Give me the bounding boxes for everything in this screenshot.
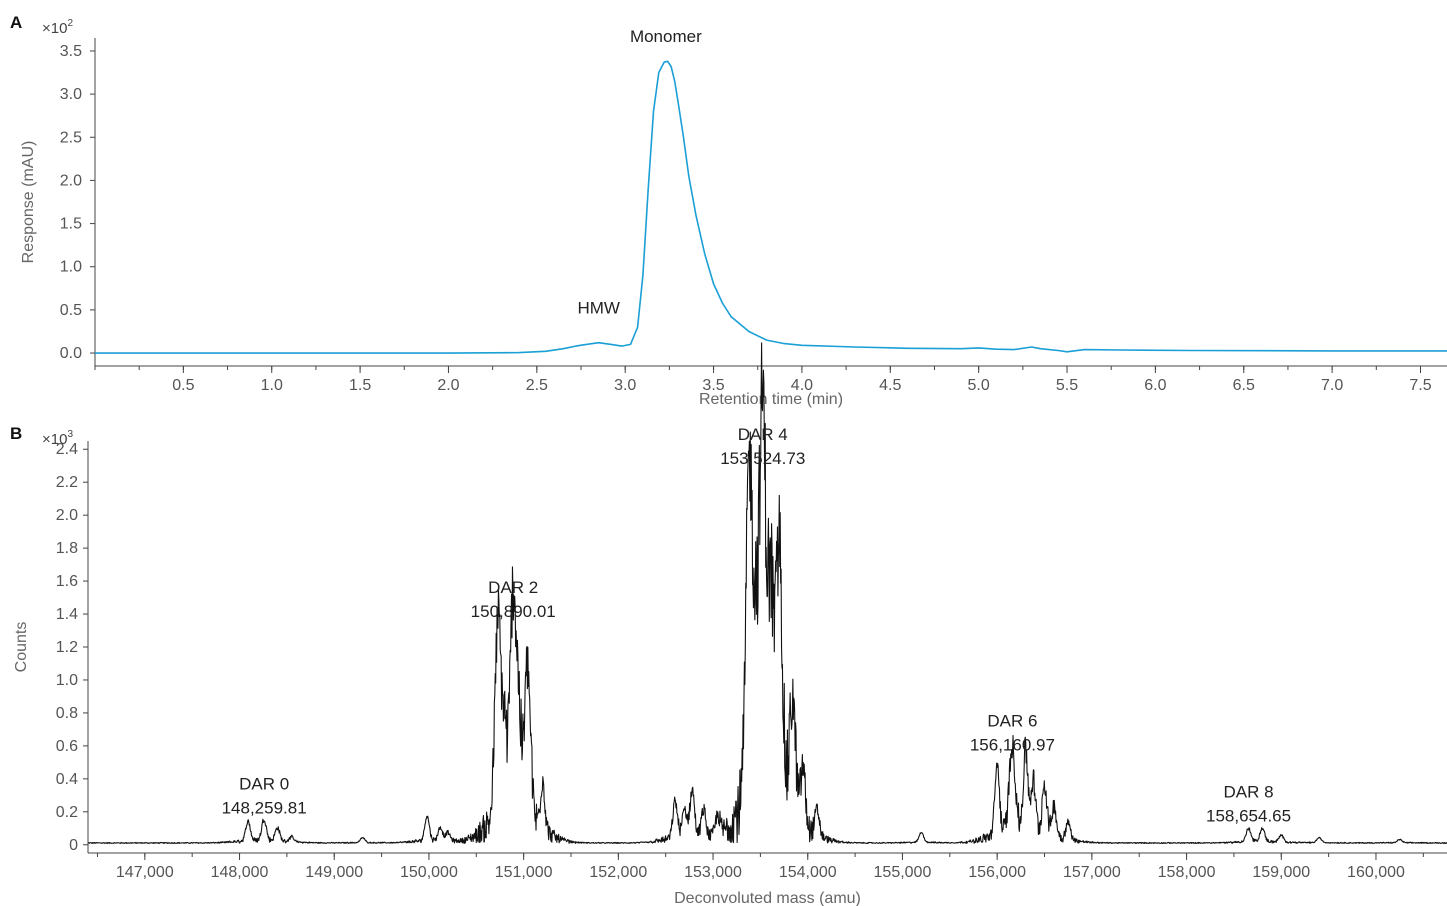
peak-annotation: DAR 4: [738, 425, 788, 444]
y-tick-label: 0.5: [60, 302, 82, 319]
panel-a-chart: A ×102 0.0 0.5 1.0 1.5 2.0 2.5 3.0 3.5 0.5 1.0 1.5 2.…: [10, 13, 1447, 408]
y-tick-label: 2.5: [60, 129, 82, 146]
x-tick-label: 7.0: [1321, 377, 1343, 394]
x-tick-label: 158,000: [1158, 864, 1216, 881]
x-tick-label: 7.5: [1409, 377, 1431, 394]
y-tick-label: 0.2: [56, 804, 78, 821]
x-tick-label: 6.0: [1144, 377, 1166, 394]
x-tick-label: 2.5: [526, 377, 548, 394]
x-tick-label: 0.5: [172, 377, 194, 394]
x-tick-label: 1.0: [261, 377, 283, 394]
x-axis-title: Deconvoluted mass (amu): [674, 890, 861, 906]
peak-annotation: 158,654.65: [1206, 807, 1291, 826]
peak-annotation: HMW: [577, 299, 619, 318]
y-multiplier-label: ×102: [42, 18, 73, 37]
peak-annotation: DAR 8: [1224, 783, 1274, 802]
panel-letter: B: [10, 424, 22, 443]
x-tick-label: 151,000: [495, 864, 553, 881]
peak-annotation: Monomer: [630, 27, 702, 46]
x-tick-label: 4.0: [791, 377, 813, 394]
x-tick-label: 155,000: [874, 864, 932, 881]
y-tick-label: 2.4: [56, 441, 78, 458]
y-axis-title: Response (mAU): [20, 141, 37, 264]
peak-annotation: DAR 0: [239, 774, 289, 793]
mass-spectrum-line: [87, 342, 1447, 844]
x-tick-label: 3.5: [702, 377, 724, 394]
x-tick-label: 154,000: [779, 864, 837, 881]
y-tick-label: 0.6: [56, 738, 78, 755]
y-multiplier-exponent: 3: [67, 429, 73, 440]
x-tick-label: 159,000: [1252, 864, 1310, 881]
y-tick-label: 3.5: [60, 43, 82, 60]
panel-letter: A: [10, 13, 22, 32]
peak-annotation: 148,259.81: [222, 798, 307, 817]
x-tick-label: 157,000: [1063, 864, 1121, 881]
y-multiplier-exponent: 2: [67, 18, 73, 29]
panel-b-chart: B ×103 0 0.2 0.4 0.6 0.8 1.0 1.2 1.4 1.6 1.8 2.0 2.2 2…: [10, 342, 1447, 906]
x-tick-label: 1.5: [349, 377, 371, 394]
y-tick-label: 0.4: [56, 771, 78, 788]
x-tick-label: 5.0: [968, 377, 990, 394]
peak-annotation: DAR 6: [987, 712, 1037, 731]
y-tick-label: 0: [69, 837, 78, 854]
y-tick-label: 3.0: [60, 86, 82, 103]
y-tick-label: 1.4: [56, 606, 78, 623]
x-tick-label: 3.0: [614, 377, 636, 394]
y-multiplier-label: ×103: [42, 429, 73, 448]
peak-annotation: DAR 2: [488, 578, 538, 597]
y-tick-label: 0.8: [56, 705, 78, 722]
x-tick-label: 156,000: [968, 864, 1026, 881]
y-axis-title: Counts: [13, 622, 30, 673]
y-tick-label: 1.0: [60, 259, 82, 276]
x-axis-title: Retention time (min): [699, 391, 843, 408]
x-tick-label: 149,000: [305, 864, 363, 881]
y-tick-label: 2.0: [60, 172, 82, 189]
x-tick-label: 4.5: [879, 377, 901, 394]
x-tick-label: 5.5: [1056, 377, 1078, 394]
y-tick-label: 1.2: [56, 639, 78, 656]
y-tick-label: 2.0: [56, 507, 78, 524]
x-tick-label: 153,000: [684, 864, 742, 881]
y-multiplier-base: ×10: [42, 20, 67, 37]
x-tick-label: 148,000: [211, 864, 269, 881]
y-multiplier-base: ×10: [42, 431, 67, 448]
y-tick-label: 0.0: [60, 345, 82, 362]
y-tick-label: 2.2: [56, 474, 78, 491]
x-tick-label: 160,000: [1347, 864, 1405, 881]
peak-annotation: 153,524.73: [720, 449, 805, 468]
x-tick-label: 147,000: [116, 864, 174, 881]
y-tick-label: 1.5: [60, 216, 82, 233]
x-tick-label: 6.5: [1233, 377, 1255, 394]
y-tick-label: 1.0: [56, 672, 78, 689]
y-tick-label: 1.8: [56, 540, 78, 557]
y-tick-label: 1.6: [56, 573, 78, 590]
x-tick-label: 152,000: [589, 864, 647, 881]
x-tick-label: 150,000: [400, 864, 458, 881]
peak-annotation: 156,160.97: [970, 736, 1055, 755]
x-tick-label: 2.0: [437, 377, 459, 394]
peak-annotation: 150,890.01: [471, 602, 556, 621]
series-line: [95, 60, 1447, 354]
